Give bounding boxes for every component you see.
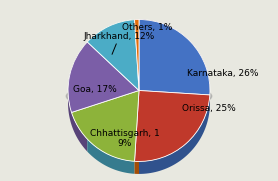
Polygon shape: [135, 161, 139, 174]
Wedge shape: [71, 90, 139, 161]
Text: Others, 1%: Others, 1%: [122, 23, 173, 32]
Wedge shape: [87, 20, 139, 90]
Polygon shape: [68, 69, 87, 151]
Text: Karnataka, 26%: Karnataka, 26%: [187, 69, 259, 78]
Polygon shape: [139, 86, 210, 174]
Text: Chhattisgarh, 1
9%: Chhattisgarh, 1 9%: [90, 129, 160, 148]
Text: Orissa, 25%: Orissa, 25%: [182, 104, 235, 113]
Text: Jharkhand, 12%: Jharkhand, 12%: [84, 32, 155, 54]
Wedge shape: [135, 90, 210, 161]
Polygon shape: [71, 20, 135, 81]
Wedge shape: [139, 20, 210, 95]
Polygon shape: [135, 20, 210, 98]
Text: Goa, 17%: Goa, 17%: [73, 85, 117, 94]
Ellipse shape: [66, 83, 212, 110]
Wedge shape: [68, 42, 139, 112]
Polygon shape: [87, 139, 135, 174]
Wedge shape: [135, 20, 139, 90]
